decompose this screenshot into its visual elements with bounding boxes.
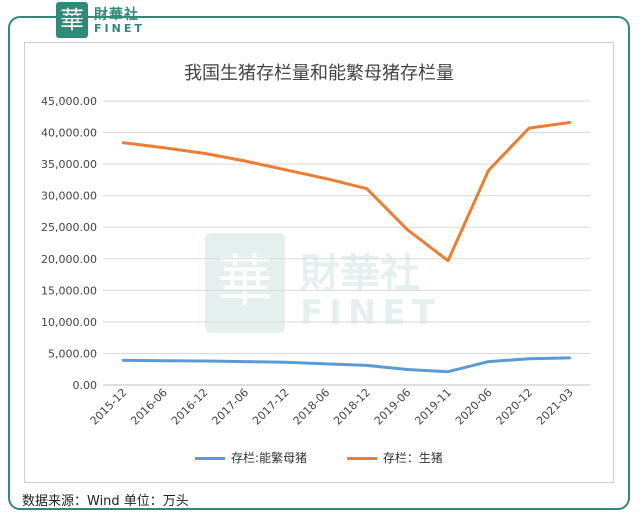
- chart-legend: 存栏:能繁母猪 存栏：生猪: [25, 449, 613, 466]
- y-tick-label: 10,000.00: [41, 316, 97, 329]
- legend-item-hog: 存栏：生猪: [346, 449, 443, 466]
- x-tick-label: 2017-06: [209, 386, 251, 428]
- y-tick-label: 35,000.00: [41, 158, 97, 171]
- chart-panel: 華 財華社 FINET 我国生猪存栏量和能繁母猪存栏量 0.00 5,000.00…: [24, 42, 614, 483]
- logo-chinese-name: 財華社: [94, 7, 139, 23]
- x-tick-label: 2020-12: [494, 386, 536, 428]
- y-tick-label: 25,000.00: [41, 221, 97, 234]
- logo-mark: 華: [56, 2, 88, 38]
- x-tick-label: 2019-11: [412, 386, 454, 428]
- y-tick-label: 30,000.00: [41, 190, 97, 203]
- x-tick-label: 2016-12: [169, 386, 211, 428]
- legend-swatch-hog: [346, 457, 377, 460]
- x-tick-label: 2016-06: [128, 386, 170, 428]
- x-tick-label: 2021-03: [534, 386, 576, 428]
- source-note: 数据来源：Wind 单位：万头: [22, 494, 189, 509]
- legend-label-sow: 存栏:能繁母猪: [231, 451, 308, 465]
- series-line-hog: [121, 121, 572, 263]
- y-tick-label: 0.00: [73, 379, 98, 392]
- x-tick-label: 2015-12: [88, 386, 130, 428]
- watermark: 華 財華社 FINET: [205, 233, 505, 343]
- watermark-mark: 華: [205, 233, 285, 333]
- x-tick-label: 2017-12: [250, 386, 292, 428]
- watermark-english: FINET: [300, 293, 441, 333]
- line-chart: 0.00 5,000.00 10,000.00 15,000.00 20,000.00 2…: [41, 95, 590, 428]
- y-tick-label: 40,000.00: [41, 127, 97, 140]
- x-tick-label: 2020-06: [453, 386, 495, 428]
- x-tick-label: 2018-06: [291, 386, 333, 428]
- x-tick-label: 2018-12: [331, 386, 373, 428]
- y-tick-label: 45,000.00: [41, 95, 97, 108]
- y-tick-label: 20,000.00: [41, 253, 97, 266]
- outer-frame: [8, 16, 630, 510]
- series-line-sow: [121, 356, 572, 374]
- chart-title: 我国生猪存栏量和能繁母猪存栏量: [184, 63, 454, 84]
- legend-item-sow: 存栏:能繁母猪: [195, 449, 307, 466]
- legend-label-hog: 存栏：生猪: [382, 451, 443, 465]
- legend-swatch-sow: [195, 457, 226, 460]
- x-tick-label: 2019-06: [372, 386, 414, 428]
- logo-english-name: FINET: [94, 22, 145, 35]
- y-tick-label: 15,000.00: [41, 284, 97, 297]
- y-tick-label: 5,000.00: [48, 347, 97, 360]
- finet-logo: 華 財華社 FINET: [44, 2, 214, 40]
